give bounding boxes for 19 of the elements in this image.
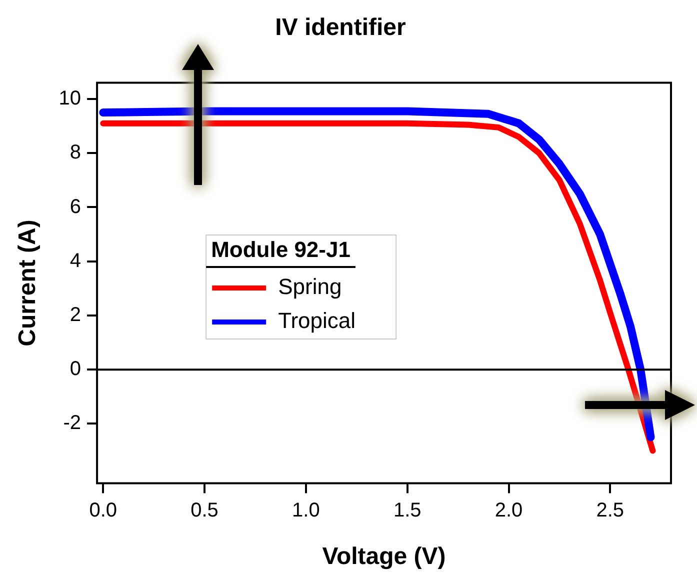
legend-label: Tropical bbox=[278, 308, 356, 334]
legend-label: Spring bbox=[278, 274, 342, 300]
chart-title: IV identifier bbox=[275, 14, 406, 42]
y-tick-label: 8 bbox=[70, 142, 82, 164]
x-axis-title: Voltage (V) bbox=[322, 543, 446, 570]
x-tick-label: 1.5 bbox=[393, 500, 422, 522]
y-tick-label: -2 bbox=[63, 412, 82, 434]
y-tick-label: 0 bbox=[70, 358, 82, 380]
y-axis-title: Current (A) bbox=[14, 220, 42, 346]
legend-title: Module 92-J1 bbox=[211, 237, 350, 262]
x-tick-label: 2.5 bbox=[596, 500, 624, 522]
x-tick-label: 0.5 bbox=[190, 500, 218, 522]
x-tick-label: 2.0 bbox=[494, 500, 523, 522]
y-tick-label: 6 bbox=[70, 196, 82, 218]
x-tick-label: 1.0 bbox=[292, 500, 320, 522]
y-tick-label: 2 bbox=[70, 304, 82, 326]
x-tick-label: 0.0 bbox=[89, 500, 118, 522]
y-tick-label: 4 bbox=[70, 250, 82, 272]
y-tick-label: 10 bbox=[58, 88, 82, 110]
